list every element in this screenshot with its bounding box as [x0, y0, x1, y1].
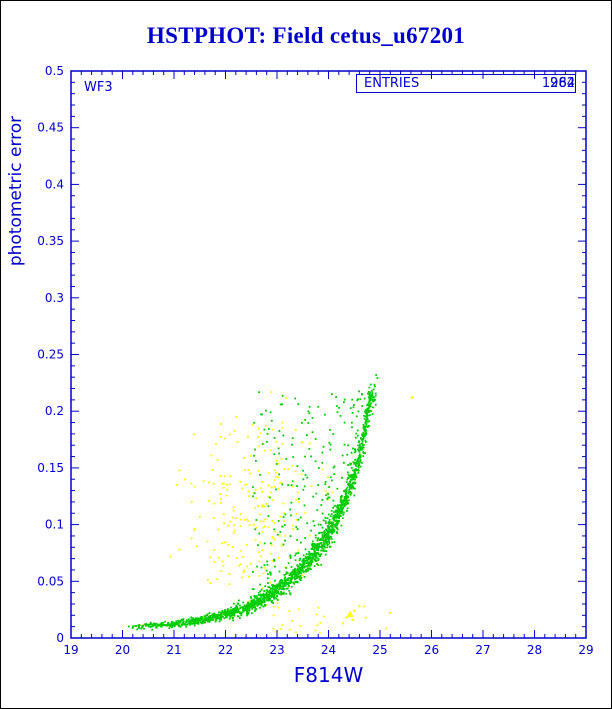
- y-axis-label-wrap: photometric error: [3, 71, 29, 311]
- entries-counts: 1982 264: [532, 76, 578, 92]
- svg-text:0.1: 0.1: [45, 518, 64, 532]
- entries-count-green: 1982: [541, 76, 575, 91]
- entries-count-yellow: 264: [550, 76, 575, 91]
- y-axis-label: photometric error: [6, 115, 26, 267]
- svg-text:21: 21: [166, 643, 181, 657]
- svg-text:0.2: 0.2: [45, 404, 64, 418]
- svg-text:24: 24: [321, 643, 336, 657]
- svg-text:0.3: 0.3: [45, 291, 64, 305]
- svg-text:0.45: 0.45: [37, 121, 64, 135]
- entries-label: ENTRIES: [364, 76, 420, 91]
- svg-text:0.4: 0.4: [45, 177, 64, 191]
- svg-text:0.5: 0.5: [45, 64, 64, 78]
- svg-text:0.35: 0.35: [37, 234, 64, 248]
- entries-box: ENTRIES 1982 264: [356, 74, 576, 93]
- svg-text:28: 28: [527, 643, 542, 657]
- svg-text:19: 19: [63, 643, 78, 657]
- svg-text:0.15: 0.15: [37, 461, 64, 475]
- svg-text:25: 25: [372, 643, 387, 657]
- svg-text:27: 27: [475, 643, 490, 657]
- svg-text:20: 20: [115, 643, 130, 657]
- svg-text:29: 29: [578, 643, 593, 657]
- detector-label: WF3: [84, 80, 113, 95]
- x-axis-label: F814W: [293, 663, 364, 687]
- svg-text:0.25: 0.25: [37, 348, 64, 362]
- svg-text:0.05: 0.05: [37, 574, 64, 588]
- svg-text:22: 22: [218, 643, 233, 657]
- svg-text:0: 0: [56, 631, 64, 645]
- svg-text:26: 26: [424, 643, 439, 657]
- page-title: HSTPHOT: Field cetus_u67201: [146, 23, 466, 48]
- svg-text:23: 23: [269, 643, 284, 657]
